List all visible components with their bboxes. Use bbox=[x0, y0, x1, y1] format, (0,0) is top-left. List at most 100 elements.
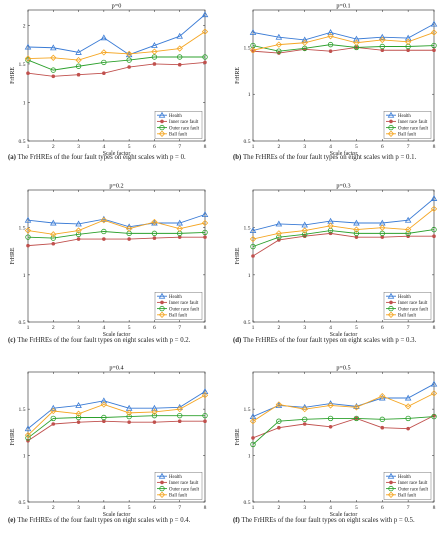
legend-entry: Health bbox=[398, 295, 411, 300]
x-tick-label: 7 bbox=[407, 325, 410, 331]
data-point bbox=[202, 229, 208, 236]
x-tick-label: 4 bbox=[102, 144, 105, 150]
data-point bbox=[152, 62, 157, 66]
data-point bbox=[301, 39, 308, 46]
y-tick-label: 1 bbox=[23, 273, 26, 279]
y-tick-label: 1.5 bbox=[19, 226, 26, 232]
caption-letter: (f) bbox=[233, 517, 242, 524]
legend-marker bbox=[160, 480, 164, 485]
data-point bbox=[101, 414, 107, 421]
series-line bbox=[252, 32, 435, 51]
y-tick-label: 1 bbox=[248, 454, 251, 460]
data-point bbox=[404, 38, 412, 45]
x-tick-label: 1 bbox=[252, 505, 255, 511]
series-line bbox=[27, 214, 206, 228]
data-point bbox=[201, 211, 209, 217]
x-tick-label: 7 bbox=[407, 144, 410, 150]
caption-text: The FrHREs of the four fault types on ei… bbox=[242, 517, 415, 524]
data-point bbox=[100, 217, 108, 224]
data-point bbox=[404, 216, 412, 223]
figure-caption: (d) The FrHREs of the four fault types o… bbox=[233, 337, 416, 344]
x-tick-label: 5 bbox=[355, 144, 358, 150]
y-tick-label: 1.5 bbox=[19, 407, 26, 413]
data-point bbox=[276, 234, 282, 240]
legend-marker bbox=[387, 111, 395, 118]
data-point bbox=[176, 45, 183, 52]
legend-marker bbox=[387, 130, 395, 137]
data-point bbox=[353, 35, 360, 42]
series-line bbox=[252, 198, 435, 231]
data-point bbox=[24, 43, 32, 50]
x-tick-label: 3 bbox=[77, 325, 80, 331]
legend-marker bbox=[387, 472, 395, 479]
x-tick-label: 4 bbox=[102, 325, 105, 331]
data-point bbox=[405, 415, 411, 422]
data-point bbox=[301, 36, 308, 43]
chart-title: p=0.4 bbox=[109, 365, 123, 372]
data-point bbox=[151, 408, 158, 416]
data-point bbox=[26, 71, 30, 75]
x-tick-label: 1 bbox=[252, 325, 255, 331]
data-point bbox=[76, 237, 81, 241]
data-point bbox=[301, 405, 308, 413]
series-line bbox=[27, 31, 206, 61]
legend-marker bbox=[388, 485, 394, 492]
x-tick-label: 2 bbox=[52, 505, 55, 511]
data-point bbox=[201, 388, 209, 394]
x-tick-label: 7 bbox=[178, 144, 181, 150]
data-point bbox=[405, 230, 411, 237]
data-point bbox=[301, 221, 308, 228]
data-point bbox=[431, 226, 437, 233]
data-point bbox=[51, 74, 56, 79]
data-point bbox=[24, 55, 32, 62]
legend-entry: Outer race fault bbox=[169, 126, 200, 131]
data-point bbox=[126, 57, 132, 63]
data-point bbox=[50, 231, 57, 238]
data-point bbox=[152, 236, 157, 240]
data-point bbox=[302, 422, 307, 426]
x-tick-label: 6 bbox=[381, 325, 384, 331]
caption-letter: (b) bbox=[233, 154, 243, 161]
x-tick-label: 6 bbox=[153, 144, 156, 150]
data-point bbox=[50, 67, 56, 73]
caption-letter: (c) bbox=[8, 337, 17, 344]
series-line bbox=[27, 236, 205, 247]
data-point bbox=[328, 424, 333, 429]
data-point bbox=[100, 401, 108, 408]
data-point bbox=[203, 235, 207, 239]
x-tick-label: 8 bbox=[433, 505, 436, 511]
legend-entry: Outer race fault bbox=[398, 307, 429, 312]
legend-marker bbox=[158, 292, 166, 299]
data-point bbox=[75, 402, 82, 408]
data-point bbox=[327, 402, 334, 409]
x-tick-label: 7 bbox=[407, 505, 410, 511]
data-point bbox=[76, 72, 81, 77]
chart-title: p=0.3 bbox=[336, 183, 350, 190]
plot-frame bbox=[252, 9, 435, 142]
data-point bbox=[276, 418, 282, 424]
x-tick-label: 8 bbox=[204, 505, 207, 511]
legend-entry: Ball fault bbox=[169, 314, 188, 319]
x-tick-label: 8 bbox=[433, 325, 436, 331]
x-axis-label: Scale factor bbox=[103, 511, 131, 518]
data-point bbox=[24, 216, 32, 223]
x-tick-label: 7 bbox=[178, 325, 181, 331]
data-point bbox=[327, 415, 334, 422]
data-point bbox=[151, 404, 158, 411]
y-tick-label: 1.5 bbox=[244, 45, 251, 51]
legend-entry: Ball fault bbox=[398, 133, 417, 138]
legend-marker bbox=[158, 472, 166, 479]
data-point bbox=[379, 416, 385, 423]
x-tick-label: 5 bbox=[355, 325, 358, 331]
x-axis-label: Scale factor bbox=[103, 150, 131, 157]
legend-entry: Ball fault bbox=[169, 494, 188, 499]
x-tick-label: 2 bbox=[277, 144, 280, 150]
data-point bbox=[50, 44, 57, 51]
legend-marker bbox=[158, 491, 166, 498]
data-point bbox=[51, 241, 56, 246]
y-tick-label: 1 bbox=[23, 454, 26, 460]
